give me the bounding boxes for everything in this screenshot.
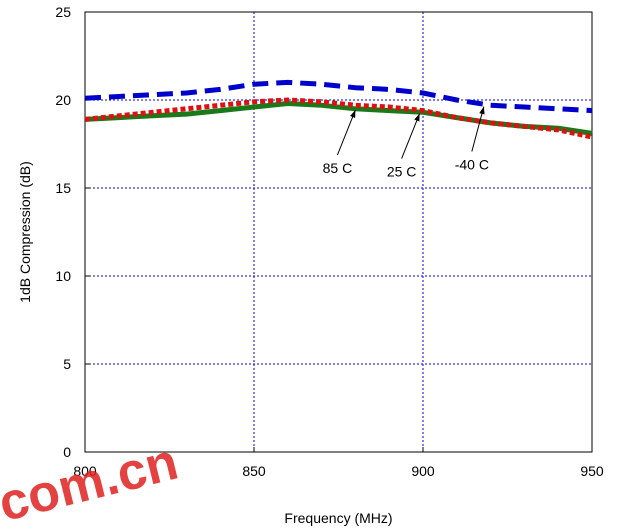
annotation-arrow bbox=[471, 106, 485, 152]
annotation-arrowhead bbox=[414, 113, 420, 122]
y-tick-label: 0 bbox=[63, 444, 71, 460]
watermark-logo: com.cn bbox=[0, 433, 184, 530]
gridlines bbox=[85, 12, 592, 452]
series-line-minus40C bbox=[84, 79, 593, 114]
y-tick-label: 5 bbox=[63, 356, 71, 372]
annotation-arrow bbox=[401, 113, 421, 159]
annotation-label: -40 C bbox=[455, 157, 489, 173]
annotation-label: 25 C bbox=[387, 164, 417, 180]
annotation-label: 85 C bbox=[323, 160, 353, 176]
y-tick-label: 25 bbox=[55, 4, 71, 20]
series-line-85C bbox=[84, 97, 593, 140]
y-axis-label: 1dB Compression (dB) bbox=[17, 161, 33, 303]
x-tick-label: 800 bbox=[73, 463, 97, 479]
annotation-arrowhead bbox=[479, 106, 485, 115]
annotation-arrowhead bbox=[350, 110, 356, 119]
x-tick-label: 900 bbox=[411, 463, 435, 479]
x-tick-label: 950 bbox=[580, 463, 604, 479]
axis-ticks: 800 850 900 950 0 5 10 15 20 25 bbox=[55, 4, 603, 479]
x-axis-label: Frequency (MHz) bbox=[284, 510, 392, 526]
x-tick-label: 850 bbox=[242, 463, 266, 479]
plot-area-frame bbox=[84, 11, 593, 453]
y-tick-label: 20 bbox=[55, 92, 71, 108]
annotations: 85 C 25 C -40 C bbox=[323, 106, 489, 180]
watermark-text: com.cn bbox=[0, 433, 184, 530]
annotation-arrow bbox=[336, 109, 356, 156]
series-lines bbox=[84, 79, 593, 140]
y-tick-label: 10 bbox=[55, 268, 71, 284]
y-tick-label: 15 bbox=[55, 180, 71, 196]
